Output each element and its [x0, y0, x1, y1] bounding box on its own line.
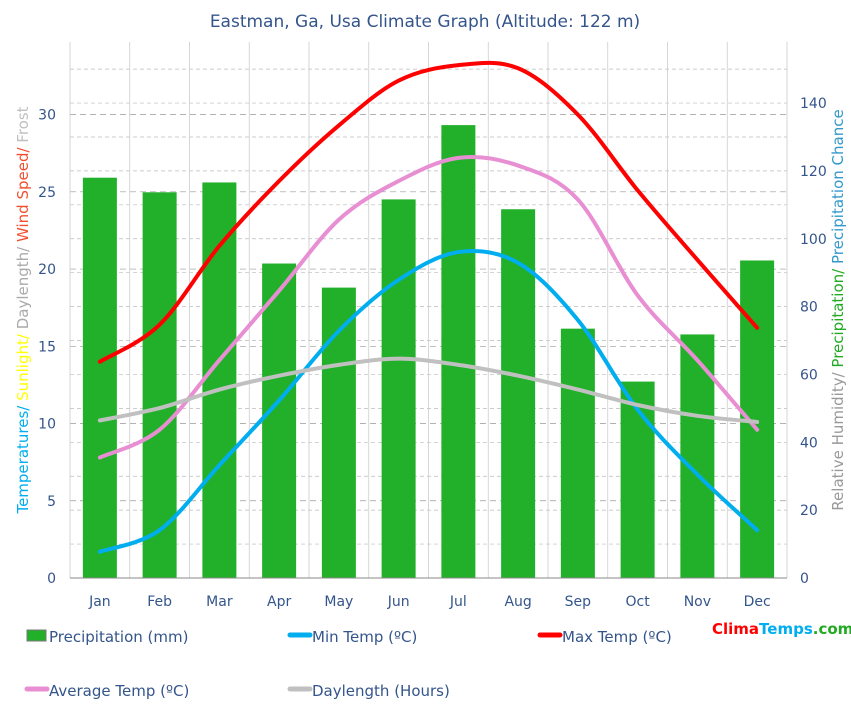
left-tick-label: 0 [47, 571, 56, 587]
series-line-4 [97, 356, 760, 424]
left-tick-label: 10 [38, 417, 56, 433]
x-tick-label: Apr [267, 594, 291, 610]
precipitation-bar [142, 192, 177, 578]
legend-swatch [26, 629, 47, 642]
precipitation-bar [560, 328, 595, 578]
x-tick-label: May [324, 594, 353, 610]
right-axis-label: Relative Humidity/ Precipitation/ Precip… [829, 109, 847, 510]
legend-label: Daylength (Hours) [312, 682, 450, 700]
x-tick-label: Sep [565, 594, 592, 610]
left-tick-label: 5 [47, 494, 56, 510]
right-tick-label: 20 [800, 503, 818, 519]
series-line-2 [97, 60, 760, 364]
right-tick-label: 40 [800, 435, 818, 451]
left-tick-label: 15 [38, 339, 56, 355]
series-line-1 [97, 248, 760, 554]
left-tick-label: 25 [38, 185, 56, 201]
left-tick-label: 30 [38, 108, 56, 124]
x-tick-label: Dec [744, 594, 771, 610]
x-tick-label: Oct [626, 594, 651, 610]
climatemps-logo: ClimaTemps.com [712, 620, 851, 638]
precipitation-bar [202, 182, 237, 579]
series-line-3 [97, 154, 760, 460]
right-tick-label: 80 [800, 300, 818, 316]
left-tick-label: 20 [38, 262, 56, 278]
legend-label: Min Temp (ºC) [312, 628, 417, 646]
legend-label: Average Temp (ºC) [49, 682, 189, 700]
x-tick-label: Jun [387, 594, 410, 610]
precipitation-bar [441, 125, 476, 578]
x-tick-label: Nov [684, 594, 711, 610]
x-tick-label: Jan [88, 594, 111, 610]
right-tick-label: 100 [800, 232, 827, 248]
right-tick-label: 140 [800, 96, 827, 112]
precipitation-bar [620, 381, 655, 578]
legend-label: Precipitation (mm) [49, 628, 188, 646]
x-tick-label: Aug [504, 594, 531, 610]
precipitation-bar [82, 177, 117, 578]
x-tick-label: Feb [147, 594, 172, 610]
right-tick-label: 60 [800, 367, 818, 383]
chart-title: Eastman, Ga, Usa Climate Graph (Altitude… [210, 12, 640, 32]
x-tick-label: Jul [449, 594, 467, 610]
precipitation-bar [262, 263, 297, 578]
left-axis-label: Temperatures/ Sunlight/ Daylength/ Wind … [14, 106, 32, 514]
precipitation-bar [321, 287, 356, 578]
precipitation-bar [381, 199, 416, 578]
right-tick-label: 120 [800, 164, 827, 180]
legend-label: Max Temp (ºC) [562, 628, 672, 646]
x-tick-label: Mar [206, 594, 233, 610]
right-tick-label: 0 [800, 571, 809, 587]
